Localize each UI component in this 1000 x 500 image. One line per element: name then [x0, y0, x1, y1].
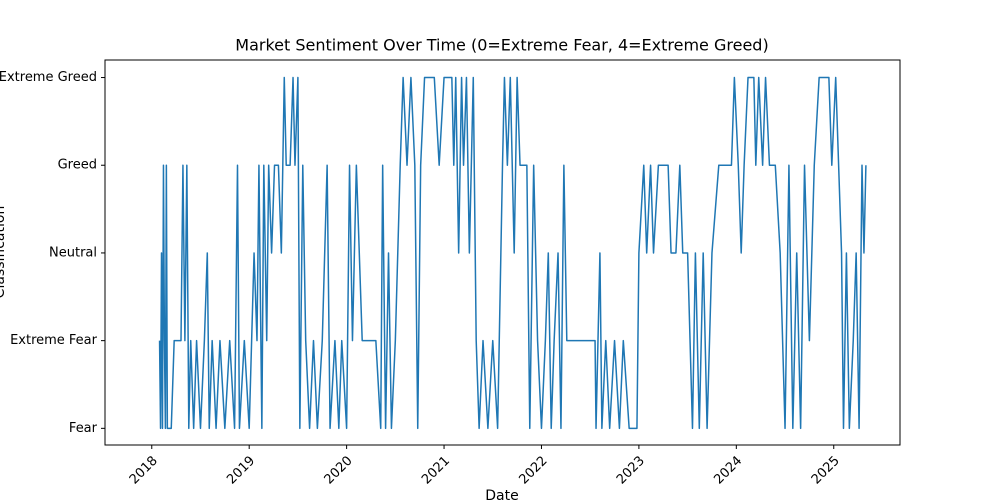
y-tick-label: Greed	[58, 158, 97, 173]
y-tick-label: Neutral	[49, 245, 97, 260]
y-axis-label: Classification	[0, 206, 8, 299]
line-series	[158, 76, 867, 430]
chart-title: Market Sentiment Over Time (0=Extreme Fe…	[235, 36, 768, 55]
y-tick-label: Extreme Greed	[0, 70, 97, 85]
plot-frame	[104, 59, 901, 446]
x-axis-label: Date	[485, 488, 518, 500]
y-tick-label: Extreme Fear	[10, 333, 98, 348]
y-tick-label: Fear	[69, 421, 98, 436]
